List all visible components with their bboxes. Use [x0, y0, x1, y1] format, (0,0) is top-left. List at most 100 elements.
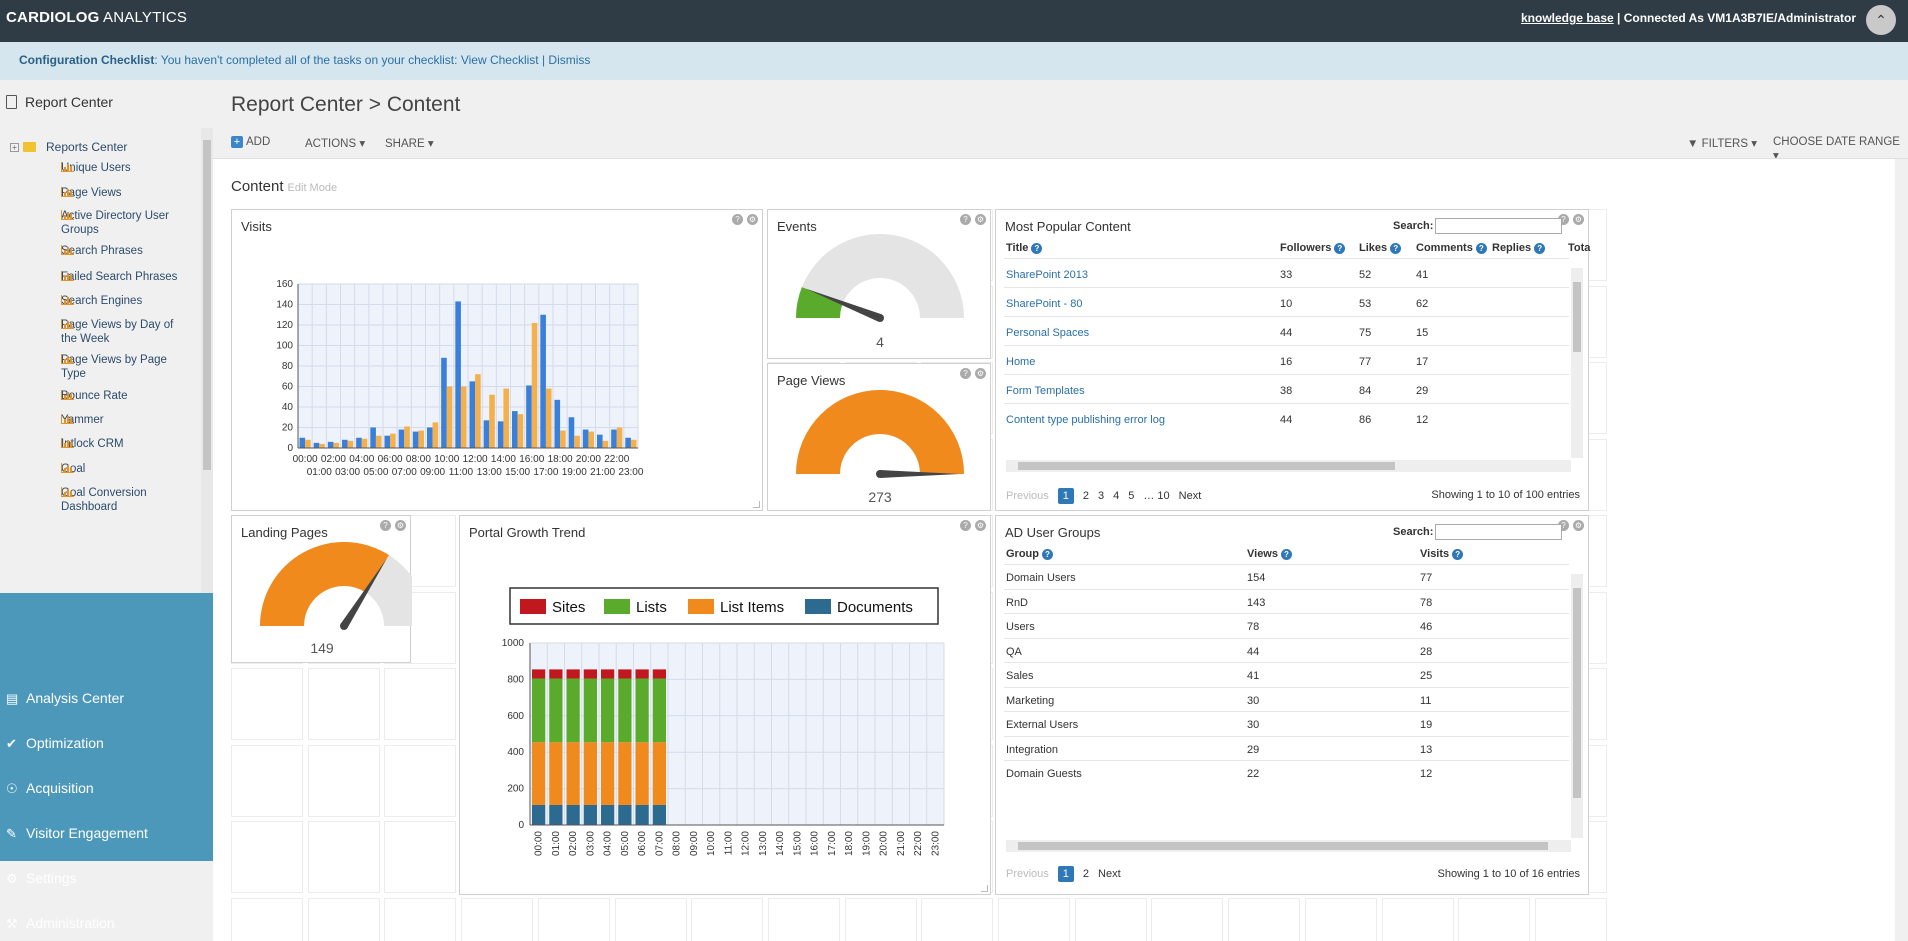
- sidebar-item-yammer[interactable]: Yammer: [61, 414, 104, 426]
- content-title-link[interactable]: SharePoint - 80: [1006, 297, 1083, 310]
- nav-administration[interactable]: ⚒ Administration: [6, 915, 115, 931]
- help-icon[interactable]: ?: [1390, 243, 1402, 254]
- popular-col-replies[interactable]: Replies?: [1492, 242, 1546, 254]
- page-1-button[interactable]: 1: [1057, 866, 1074, 882]
- ad_groups-col-group[interactable]: Group?: [1006, 548, 1053, 560]
- dismiss-link[interactable]: Dismiss: [548, 53, 591, 67]
- sidebar-item-page-views-by-day-of-the-week[interactable]: Page Views by Day of the Week: [61, 319, 174, 345]
- x-tick-label: 00:00: [534, 831, 545, 856]
- next-page-button[interactable]: Next: [1098, 868, 1121, 880]
- ad-groups-search-input[interactable]: [1435, 524, 1562, 540]
- help-icon[interactable]: ?: [1281, 549, 1292, 560]
- x-tick-label: 03:00: [585, 831, 596, 856]
- filters-dropdown[interactable]: ▼ FILTERS ▾: [1687, 138, 1757, 150]
- gear-icon[interactable]: ⚙: [975, 520, 986, 531]
- help-icon[interactable]: ?: [732, 214, 743, 225]
- popular-col-tota[interactable]: Tota: [1568, 242, 1591, 254]
- popular-search-input[interactable]: [1435, 218, 1562, 234]
- page-10-button[interactable]: 10: [1157, 490, 1170, 502]
- resize-handle[interactable]: [981, 885, 988, 892]
- page-1-button[interactable]: 1: [1057, 488, 1074, 504]
- help-icon[interactable]: ?: [1452, 549, 1464, 560]
- sidebar-item-search-engines[interactable]: Search Engines: [61, 295, 143, 307]
- content-title-link[interactable]: Form Templates: [1006, 384, 1085, 397]
- sidebar-item-active-directory-user-groups[interactable]: Active Directory User Groups: [61, 210, 169, 236]
- help-icon[interactable]: ?: [1534, 243, 1546, 254]
- popular-vertical-scrollbar[interactable]: [1571, 268, 1583, 458]
- visits-title: Visits: [241, 219, 272, 234]
- nav-analysis-center[interactable]: ▤ Analysis Center: [6, 690, 125, 706]
- gear-icon[interactable]: ⚙: [395, 520, 406, 531]
- expand-icon[interactable]: +: [10, 143, 19, 152]
- content-title-link[interactable]: Personal Spaces: [1006, 326, 1090, 339]
- ad_groups-col-views[interactable]: Views?: [1247, 548, 1292, 560]
- page-4-button[interactable]: 4: [1113, 490, 1120, 502]
- sidebar-item-bounce-rate[interactable]: Bounce Rate: [61, 390, 128, 402]
- ad-groups-horizontal-scrollbar[interactable]: [1006, 840, 1571, 852]
- gear-icon[interactable]: ⚙: [747, 214, 758, 225]
- page-2-button[interactable]: 2: [1082, 490, 1090, 502]
- nav-acquisition[interactable]: ☉ Acquisition: [6, 780, 94, 796]
- next-page-button[interactable]: Next: [1178, 490, 1202, 502]
- content-title-link[interactable]: Home: [1006, 355, 1036, 368]
- help-icon[interactable]: ?: [380, 520, 391, 531]
- gear-icon[interactable]: ⚙: [1573, 520, 1584, 531]
- page-5-button[interactable]: 5: [1128, 490, 1135, 502]
- visits-bar: [574, 435, 580, 448]
- sidebar-item-failed-search-phrases[interactable]: Failed Search Phrases: [61, 271, 178, 283]
- view-checklist-link[interactable]: View Checklist: [460, 53, 539, 67]
- page-3-button[interactable]: 3: [1098, 490, 1105, 502]
- nav-optimization[interactable]: ✔ Optimization: [6, 735, 104, 751]
- sidebar-item-page-views[interactable]: Page Views: [61, 187, 122, 199]
- legend-label[interactable]: List Items: [720, 599, 784, 616]
- popular-col-likes[interactable]: Likes?: [1359, 242, 1402, 254]
- nav-visitor-engagement[interactable]: ✎ Visitor Engagement: [6, 825, 148, 841]
- tree-root-reports-center[interactable]: + Reports Center: [10, 140, 127, 154]
- growth-bar-segment: [549, 678, 563, 743]
- popular-col-comments[interactable]: Comments?: [1416, 242, 1487, 254]
- popular-col-followers[interactable]: Followers?: [1280, 242, 1346, 254]
- knowledge-base-link[interactable]: knowledge base: [1521, 11, 1614, 25]
- date-range-dropdown[interactable]: CHOOSE DATE RANGE ▾: [1773, 136, 1900, 162]
- legend-label[interactable]: Sites: [552, 599, 585, 616]
- help-icon[interactable]: ?: [1558, 214, 1569, 225]
- chevron-up-icon[interactable]: ⌃: [1866, 5, 1896, 35]
- sidebar-item-page-views-by-page-type[interactable]: Page Views by Page Type: [61, 354, 167, 380]
- actions-dropdown[interactable]: ACTIONS ▾: [305, 138, 366, 150]
- popular-horizontal-scrollbar[interactable]: [1006, 460, 1571, 472]
- legend-label[interactable]: Lists: [636, 599, 667, 616]
- popular-col-title[interactable]: Title?: [1006, 242, 1043, 254]
- folder-icon: [23, 142, 36, 152]
- sidebar-item-intlock-crm[interactable]: Intlock CRM: [61, 438, 124, 450]
- gear-icon[interactable]: ⚙: [1573, 214, 1584, 225]
- sidebar-item-goal-conversion-dashboard[interactable]: Goal Conversion Dashboard: [61, 487, 147, 513]
- help-icon[interactable]: ?: [1334, 243, 1346, 254]
- nav-settings[interactable]: ⚙ Settings: [6, 870, 77, 886]
- gear-icon[interactable]: ⚙: [975, 214, 986, 225]
- content-title-link[interactable]: SharePoint 2013: [1006, 268, 1088, 281]
- edit-mode-link[interactable]: Edit Mode: [287, 182, 338, 194]
- page-2-button[interactable]: 2: [1082, 868, 1090, 880]
- previous-page-button[interactable]: Previous: [1006, 490, 1049, 502]
- help-icon[interactable]: ?: [1042, 549, 1053, 560]
- previous-page-button[interactable]: Previous: [1006, 868, 1049, 880]
- growth-bar-segment: [583, 742, 597, 805]
- sidebar-item-unique-users[interactable]: Unique Users: [61, 162, 131, 174]
- add-button[interactable]: + ADD: [231, 136, 270, 148]
- content-title-link[interactable]: Content type publishing error log: [1006, 413, 1165, 426]
- help-icon[interactable]: ?: [1475, 243, 1487, 254]
- help-icon[interactable]: ?: [960, 214, 971, 225]
- help-icon[interactable]: ?: [960, 520, 971, 531]
- gear-icon[interactable]: ⚙: [975, 368, 986, 379]
- share-dropdown[interactable]: SHARE ▾: [385, 138, 434, 150]
- ad-groups-vertical-scrollbar[interactable]: [1571, 574, 1583, 838]
- sidebar-item-goal[interactable]: Goal: [61, 463, 86, 475]
- ad_groups-col-visits[interactable]: Visits?: [1420, 548, 1464, 560]
- tree-vertical-scrollbar[interactable]: [201, 128, 213, 650]
- sidebar-item-search-phrases[interactable]: Search Phrases: [61, 245, 143, 257]
- help-icon[interactable]: ?: [1558, 520, 1569, 531]
- help-icon[interactable]: ?: [960, 368, 971, 379]
- resize-handle[interactable]: [753, 501, 760, 508]
- help-icon[interactable]: ?: [1031, 243, 1043, 254]
- legend-label[interactable]: Documents: [837, 599, 913, 616]
